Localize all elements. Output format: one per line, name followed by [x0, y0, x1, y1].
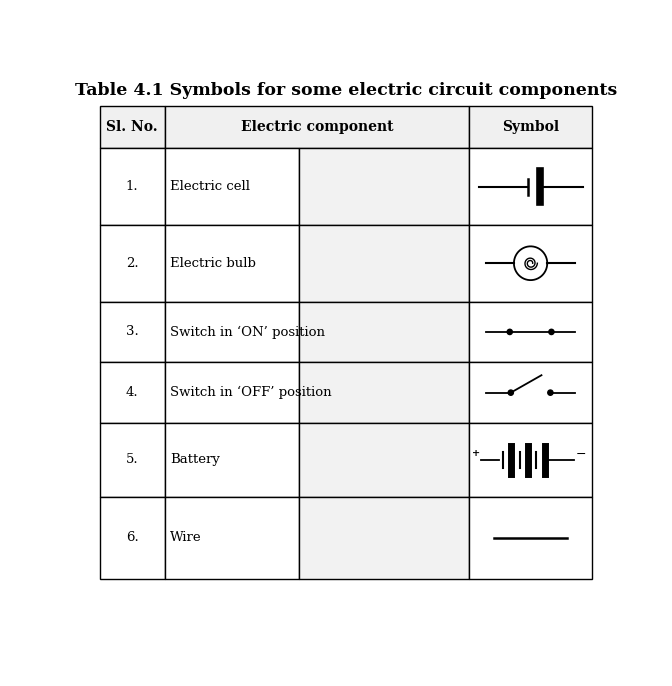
- Circle shape: [508, 390, 513, 395]
- Text: +: +: [472, 449, 480, 458]
- Text: Symbol: Symbol: [502, 120, 559, 134]
- Bar: [99, 423, 165, 497]
- Bar: [165, 302, 299, 362]
- Bar: [299, 225, 469, 302]
- Text: Wire: Wire: [170, 532, 202, 545]
- Text: Electric bulb: Electric bulb: [170, 257, 256, 270]
- Bar: [99, 225, 165, 302]
- Text: 2.: 2.: [126, 257, 138, 270]
- Bar: [99, 302, 165, 362]
- Text: 3.: 3.: [126, 325, 138, 338]
- Text: 1.: 1.: [126, 180, 138, 193]
- Bar: [299, 362, 469, 423]
- Bar: [299, 302, 469, 362]
- Bar: [165, 362, 299, 423]
- Bar: [469, 362, 592, 423]
- Bar: [299, 148, 469, 225]
- Bar: [165, 225, 299, 302]
- Bar: [165, 148, 299, 225]
- Bar: [469, 423, 592, 497]
- Circle shape: [549, 329, 554, 335]
- Text: Electric cell: Electric cell: [170, 180, 250, 193]
- Text: Sl. No.: Sl. No.: [106, 120, 158, 134]
- Bar: [165, 497, 299, 579]
- Text: Electric component: Electric component: [241, 120, 393, 134]
- Circle shape: [507, 329, 512, 335]
- Text: Table 4.1 Symbols for some electric circuit components: Table 4.1 Symbols for some electric circ…: [75, 82, 617, 99]
- Bar: [99, 148, 165, 225]
- Text: 5.: 5.: [126, 453, 138, 466]
- Bar: [99, 362, 165, 423]
- Bar: [99, 106, 165, 148]
- Bar: [469, 225, 592, 302]
- Bar: [165, 423, 299, 497]
- Bar: [165, 106, 469, 148]
- Text: Switch in ‘OFF’ position: Switch in ‘OFF’ position: [170, 386, 331, 399]
- Bar: [469, 148, 592, 225]
- Bar: [99, 497, 165, 579]
- Text: 6.: 6.: [126, 532, 138, 545]
- Text: Switch in ‘ON’ position: Switch in ‘ON’ position: [170, 325, 325, 338]
- Bar: [469, 302, 592, 362]
- Bar: [469, 106, 592, 148]
- Bar: [299, 497, 469, 579]
- Text: 4.: 4.: [126, 386, 138, 399]
- Text: −: −: [575, 448, 586, 461]
- Circle shape: [548, 390, 553, 395]
- Text: Battery: Battery: [170, 453, 220, 466]
- Bar: [469, 497, 592, 579]
- Bar: [299, 423, 469, 497]
